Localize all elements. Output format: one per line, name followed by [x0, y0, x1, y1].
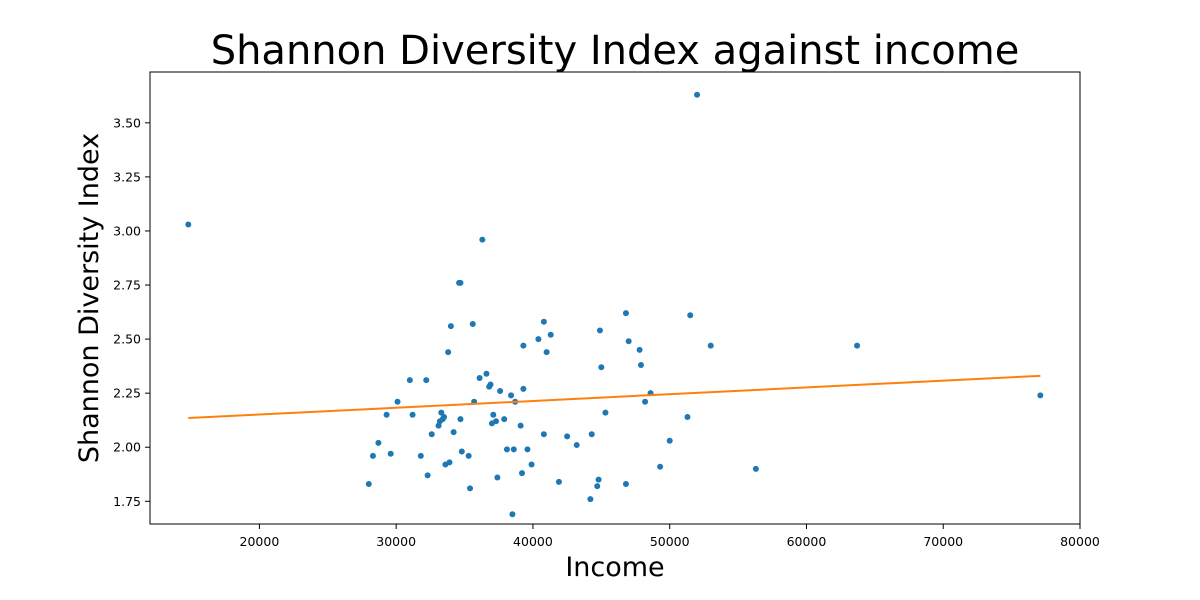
scatter-point [622, 310, 629, 317]
scatter-point [524, 446, 531, 453]
scatter-point [596, 327, 603, 334]
scatter-point [694, 91, 701, 98]
x-axis-label: Income [565, 552, 664, 583]
scatter-point [535, 336, 542, 343]
scatter-point [684, 413, 691, 420]
scatter-point [587, 496, 594, 503]
scatter-point [636, 346, 643, 353]
scatter-point [564, 433, 571, 440]
scatter-point [642, 398, 649, 405]
scatter-point [467, 485, 474, 492]
x-tick-label: 20000 [240, 534, 280, 549]
scatter-point [369, 452, 376, 459]
scatter-point [528, 461, 535, 468]
y-tick-label: 1.75 [113, 494, 141, 509]
scatter-point [497, 387, 504, 394]
scatter-point [365, 480, 372, 487]
x-tick-label: 80000 [1060, 534, 1100, 549]
scatter-point [508, 392, 515, 399]
x-tick-label: 60000 [787, 534, 827, 549]
scatter-point [625, 338, 632, 345]
scatter-point [423, 377, 430, 384]
scatter-point [428, 431, 435, 438]
scatter-point [594, 483, 601, 490]
scatter-point [479, 236, 486, 243]
x-axis-ticks: 20000 30000 40000 50000 60000 70000 80000 [240, 524, 1100, 549]
scatter-point [543, 349, 550, 356]
scatter-point [637, 362, 644, 369]
scatter-point [540, 318, 547, 325]
scatter-point [555, 478, 562, 485]
scatter-point [602, 409, 609, 416]
scatter-point [476, 375, 483, 382]
y-tick-label: 3.00 [113, 223, 141, 238]
scatter-point [519, 470, 525, 477]
scatter-point [441, 413, 448, 420]
scatter-point [494, 474, 501, 481]
scatter-point [588, 431, 595, 438]
scatter-point [547, 331, 554, 338]
scatter-point [509, 511, 516, 518]
scatter-point [1037, 392, 1044, 399]
scatter-point [447, 323, 454, 330]
scatter-point [446, 459, 453, 466]
scatter-point [707, 342, 714, 349]
x-tick-label: 30000 [376, 534, 416, 549]
y-tick-label: 2.25 [113, 386, 141, 401]
scatter-point [540, 431, 547, 438]
scatter-point [394, 398, 401, 405]
scatter-point [417, 452, 424, 459]
scatter-point [687, 312, 694, 319]
data-marks [185, 91, 1044, 518]
scatter-point [438, 409, 445, 416]
scatter-point [490, 411, 497, 418]
scatter-point [517, 422, 524, 429]
scatter-point [469, 320, 476, 327]
scatter-point [501, 416, 508, 423]
chart-title: Shannon Diversity Index against income [211, 28, 1020, 74]
scatter-point [445, 349, 452, 356]
x-tick-label: 40000 [513, 534, 553, 549]
scatter-point [450, 429, 457, 436]
plot-area [149, 71, 1081, 525]
scatter-point [854, 342, 861, 349]
y-tick-label: 3.25 [113, 169, 141, 184]
scatter-point [520, 385, 527, 392]
scatter-point [424, 472, 431, 479]
y-axis-label: Shannon Diversity Index [74, 133, 105, 463]
scatter-point [752, 465, 759, 472]
scatter-point [622, 480, 629, 487]
scatter-point [598, 364, 605, 371]
scatter-point [487, 381, 494, 388]
scatter-point [493, 418, 500, 425]
scatter-point [457, 416, 464, 423]
scatter-point [503, 446, 510, 453]
scatter-point [657, 463, 664, 470]
y-tick-label: 2.50 [113, 332, 141, 347]
scatter-point [465, 452, 472, 459]
scatter-point [383, 411, 390, 418]
scatter-point [510, 446, 517, 453]
scatter-point [406, 377, 413, 384]
scatter-point [595, 476, 602, 483]
scatter-point [483, 370, 490, 377]
x-tick-label: 70000 [923, 534, 963, 549]
scatter-point [457, 279, 464, 286]
y-axis-ticks: 1.75 2.00 2.25 2.50 2.75 3.00 3.25 3.50 [113, 115, 150, 509]
scatter-point [520, 342, 527, 349]
scatter-point [387, 450, 394, 457]
scatter-point [185, 221, 192, 228]
scatter-point [458, 448, 465, 455]
trend-line [188, 374, 1041, 420]
scatter-point [666, 437, 673, 444]
scatter-point [409, 411, 416, 418]
scatter-point [375, 439, 382, 446]
y-tick-label: 3.50 [113, 115, 141, 130]
scatter-point [573, 442, 580, 449]
y-tick-label: 2.00 [113, 440, 141, 455]
x-tick-label: 50000 [650, 534, 690, 549]
y-tick-label: 2.75 [113, 278, 141, 293]
